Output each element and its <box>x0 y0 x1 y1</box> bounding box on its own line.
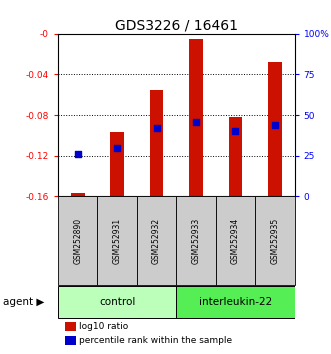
Text: GSM252932: GSM252932 <box>152 218 161 264</box>
Point <box>193 119 199 124</box>
Bar <box>176 286 295 318</box>
Text: GSM252890: GSM252890 <box>73 218 82 264</box>
Bar <box>58 286 176 318</box>
Bar <box>110 132 124 196</box>
Bar <box>97 196 137 285</box>
Point <box>115 145 120 150</box>
Bar <box>255 196 295 285</box>
Text: GSM252934: GSM252934 <box>231 218 240 264</box>
Text: GSM252931: GSM252931 <box>113 218 121 264</box>
Point <box>233 129 238 134</box>
Text: control: control <box>99 297 135 307</box>
Text: percentile rank within the sample: percentile rank within the sample <box>79 336 233 345</box>
Point <box>75 151 80 157</box>
Bar <box>58 196 97 285</box>
Bar <box>228 117 242 196</box>
Text: interleukin-22: interleukin-22 <box>199 297 272 307</box>
Bar <box>216 196 255 285</box>
Bar <box>176 196 216 285</box>
Text: log10 ratio: log10 ratio <box>79 322 129 331</box>
Point <box>154 125 159 131</box>
Text: GSM252933: GSM252933 <box>191 218 201 264</box>
Point <box>272 122 277 128</box>
Bar <box>137 196 176 285</box>
Title: GDS3226 / 16461: GDS3226 / 16461 <box>115 18 238 33</box>
Bar <box>268 62 282 196</box>
Bar <box>189 39 203 196</box>
Bar <box>150 90 164 196</box>
Text: GSM252935: GSM252935 <box>270 218 279 264</box>
Bar <box>71 193 84 196</box>
Text: agent ▶: agent ▶ <box>3 297 45 307</box>
